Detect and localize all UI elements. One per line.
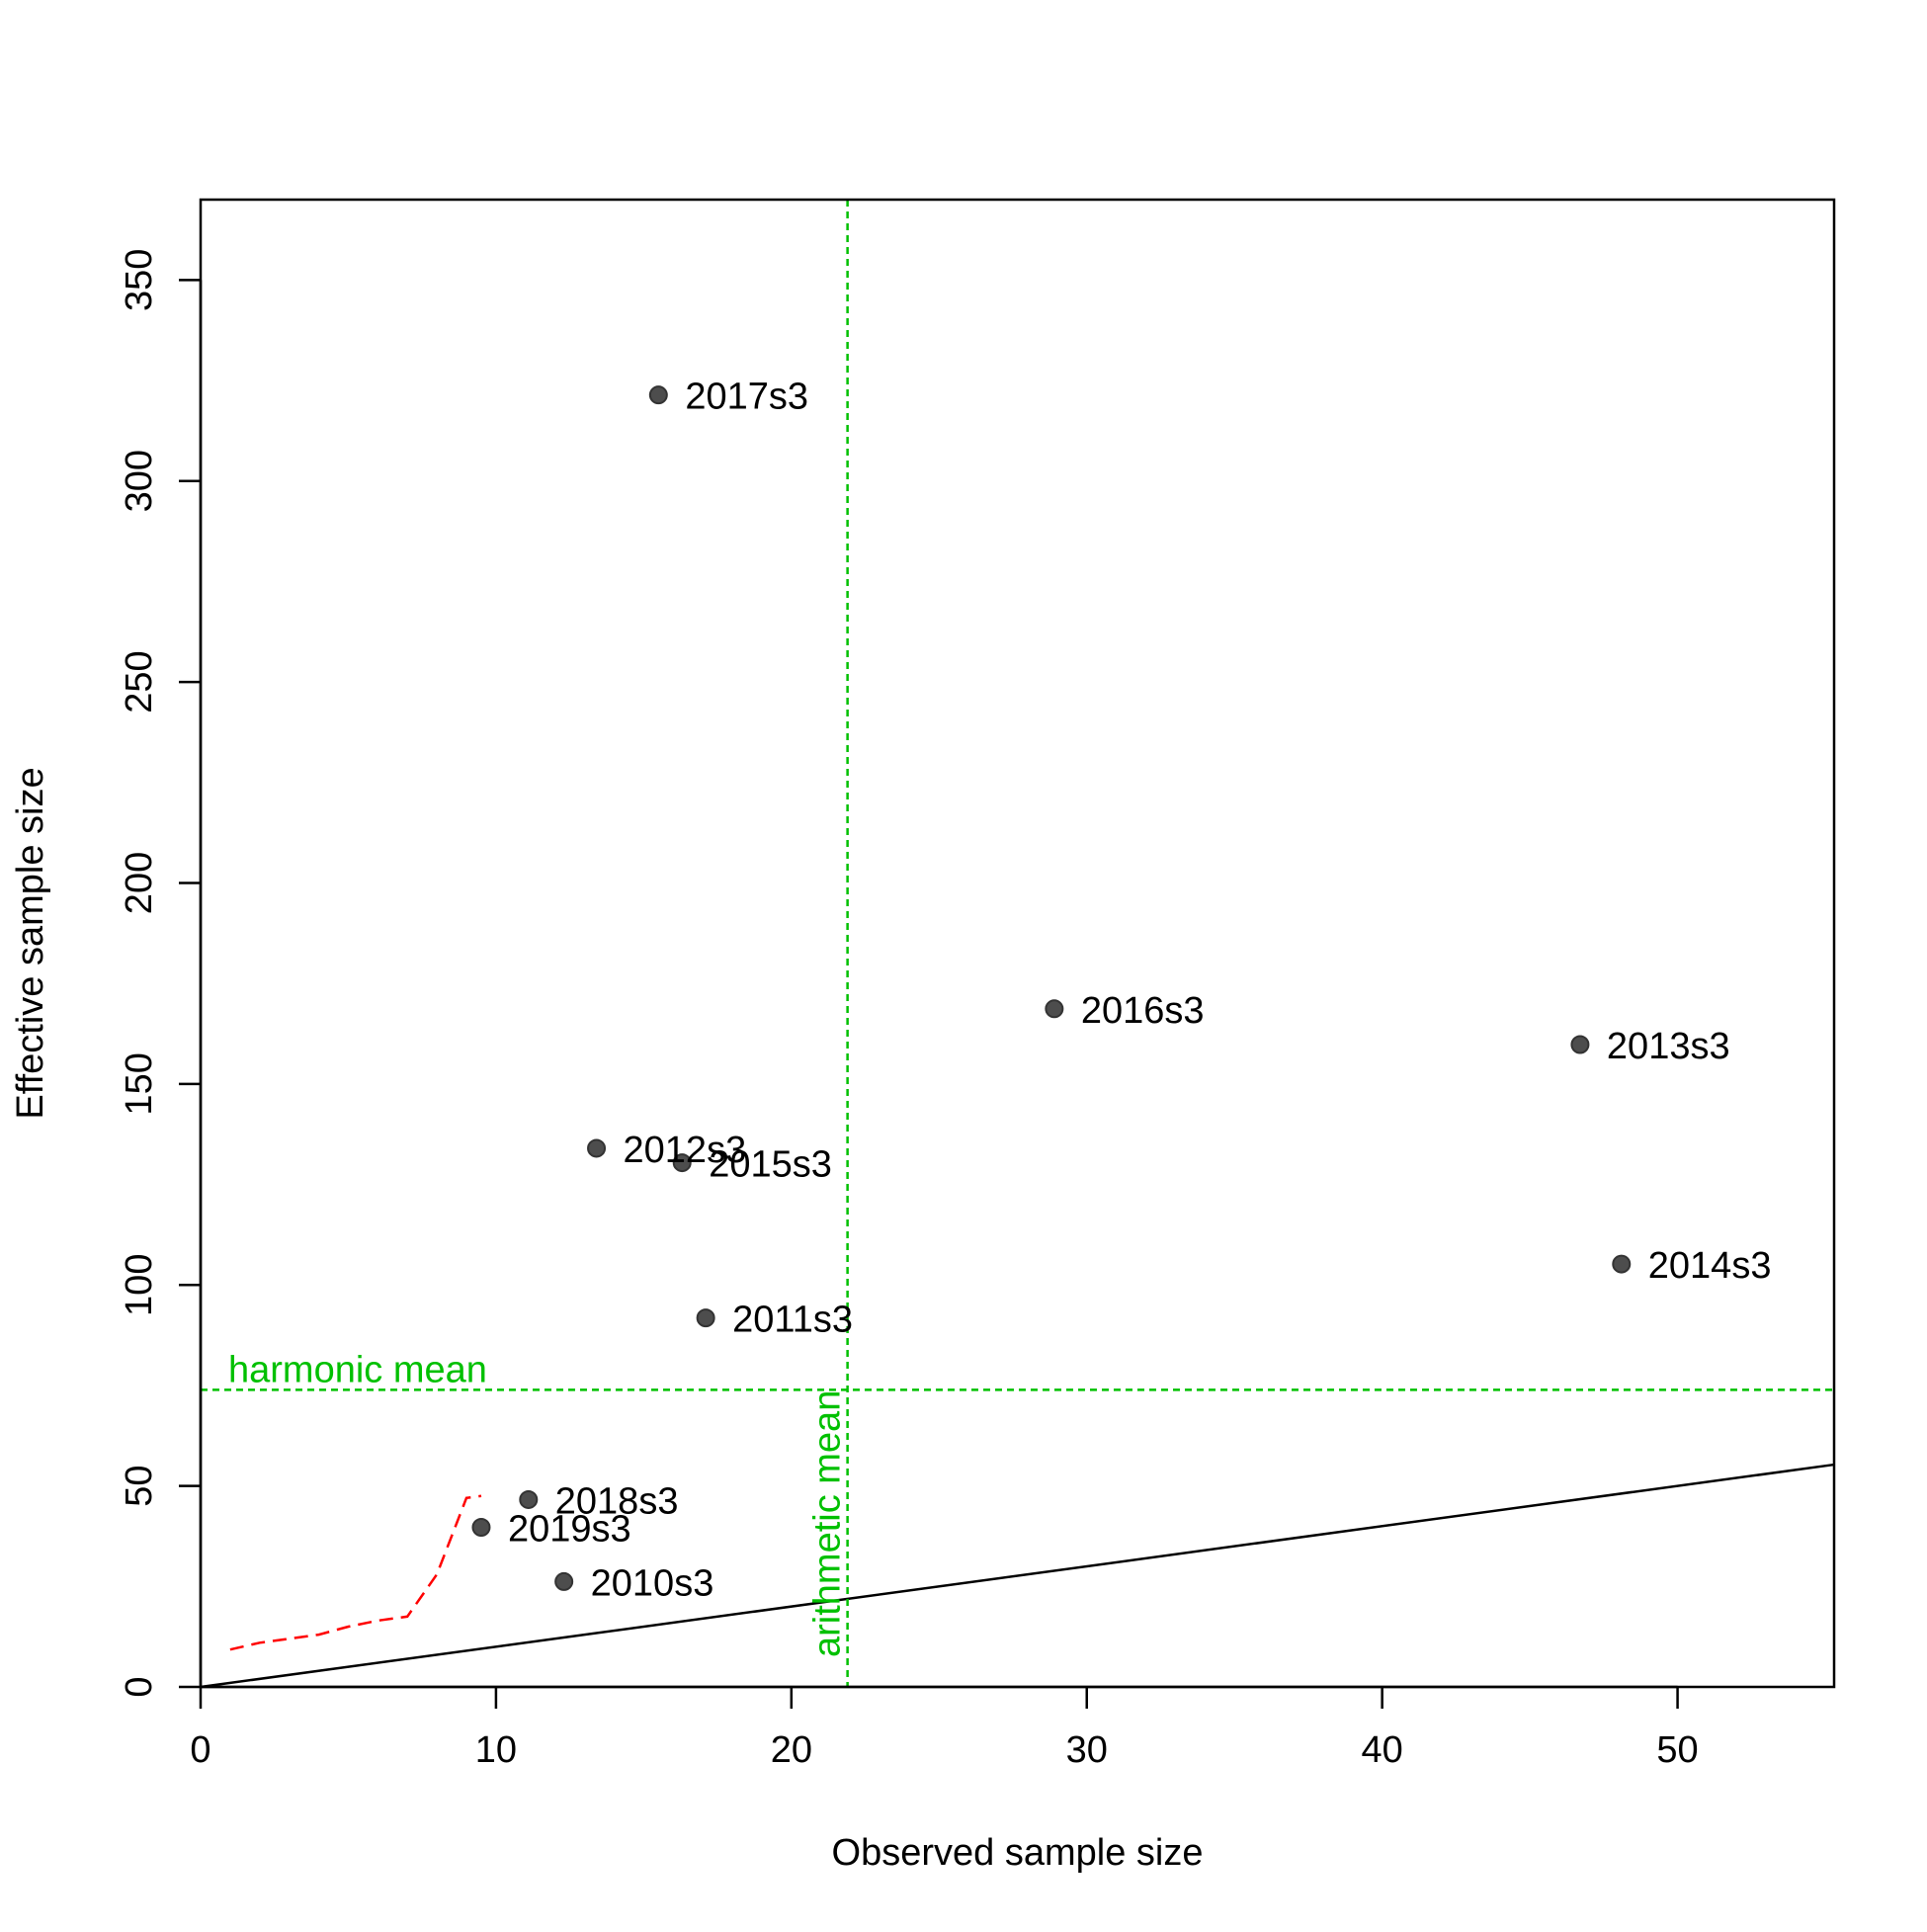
- data-point: [587, 1138, 607, 1158]
- y-axis: 0 50 100 150 200 250 300 350: [119, 249, 203, 1698]
- x-axis-title: Observed sample size: [832, 1832, 1204, 1874]
- x-tick-label: 20: [771, 1729, 812, 1771]
- y-tick-label: 50: [119, 1465, 160, 1506]
- y-axis-title: Effective sample size: [10, 767, 51, 1119]
- y-tick-label: 200: [119, 852, 160, 914]
- data-point-label: 2010s3: [591, 1562, 714, 1604]
- data-point-label: 2013s3: [1607, 1026, 1730, 1067]
- x-tick-label: 30: [1066, 1729, 1108, 1771]
- data-point: [471, 1518, 491, 1538]
- data-point: [554, 1571, 574, 1591]
- data-point-label: 2014s3: [1648, 1245, 1772, 1287]
- data-point-label: 2016s3: [1081, 990, 1205, 1032]
- plot-frame: [199, 198, 1836, 1689]
- data-point: [1570, 1035, 1590, 1054]
- harmonic-mean-label: harmonic mean: [228, 1349, 487, 1390]
- smoother-line: [229, 1494, 482, 1651]
- data-point-label: 2018s3: [555, 1480, 679, 1522]
- y-tick-label: 100: [119, 1254, 160, 1316]
- x-tick-label: 40: [1362, 1729, 1403, 1771]
- x-axis: 0 10 20 30 40 50: [190, 1685, 1699, 1771]
- y-tick-label: 350: [119, 249, 160, 311]
- x-tick-label: 10: [475, 1729, 517, 1771]
- identity-line: [200, 1463, 1835, 1689]
- y-tick-label: 150: [119, 1052, 160, 1115]
- data-point-label: 2015s3: [709, 1144, 832, 1186]
- data-point-label: 2012s3: [624, 1130, 747, 1171]
- data-point-labels: 2010s3 2011s3 2012s3 2013s3 2014s3 2015s3 2016…: [508, 377, 1771, 1605]
- data-point: [648, 385, 668, 405]
- data-point-label: 2017s3: [685, 377, 808, 418]
- data-point-label: 2011s3: [732, 1300, 853, 1341]
- data-point-label: 2019s3: [508, 1509, 631, 1551]
- y-tick-label: 300: [119, 450, 160, 512]
- data-points: [471, 385, 1632, 1591]
- data-point: [672, 1153, 692, 1173]
- y-tick-label: 250: [119, 650, 160, 713]
- x-tick-label: 50: [1656, 1729, 1698, 1771]
- data-point: [1612, 1254, 1632, 1274]
- x-tick-label: 0: [190, 1729, 210, 1771]
- data-point: [1045, 999, 1064, 1019]
- reference-lines: [200, 200, 1835, 1689]
- arithmetic-mean-label: arithmetic mean: [807, 1390, 849, 1657]
- y-tick-label: 0: [119, 1676, 160, 1697]
- data-point: [696, 1308, 715, 1328]
- data-point: [519, 1489, 539, 1509]
